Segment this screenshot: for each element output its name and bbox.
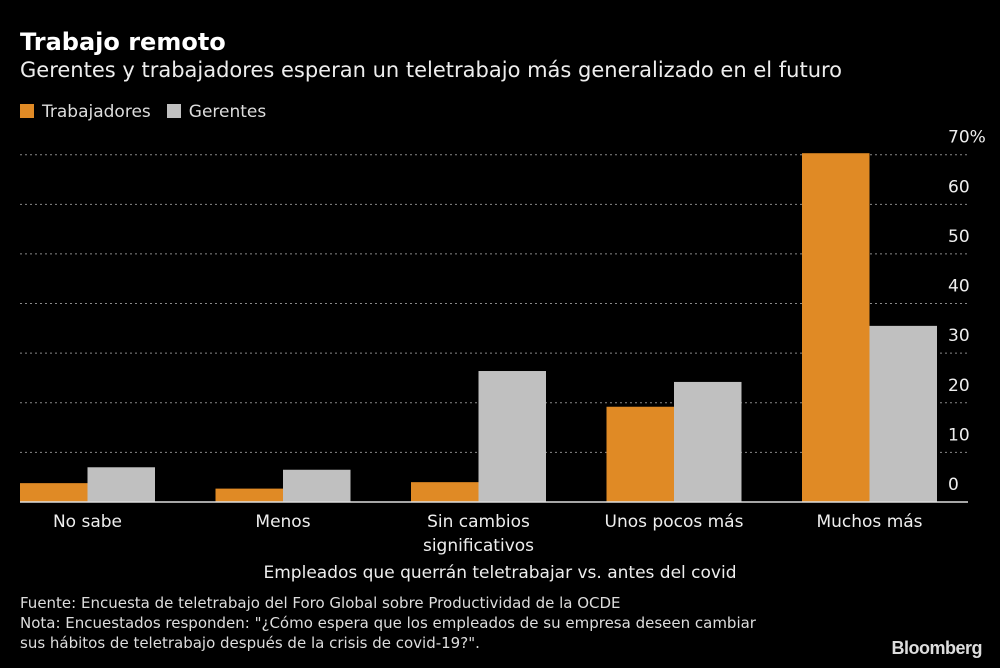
note-line-2: sus hábitos de teletrabajo después de la… <box>20 634 480 652</box>
bar-gerentes <box>478 371 546 502</box>
bar-trabajadores <box>215 488 283 502</box>
y-tick-label: 40 <box>948 277 970 297</box>
x-tick-label: significativos <box>423 536 534 556</box>
y-tick-label: 10 <box>948 425 970 445</box>
bloomberg-logo: Bloomberg <box>891 638 982 658</box>
x-tick-label: Unos pocos más <box>605 512 744 532</box>
chart-title: Trabajo remoto <box>20 28 226 56</box>
y-tick-label: 50 <box>948 227 970 247</box>
legend-swatch <box>166 104 181 118</box>
legend-item-trabajadores: Trabajadores <box>20 102 151 122</box>
y-tick-label: 0 <box>948 475 959 495</box>
footer: Fuente: Encuesta de teletrabajo del Foro… <box>20 593 756 653</box>
note-line-1: Nota: Encuestados responden: "¿Cómo espe… <box>20 614 756 632</box>
y-tick-label: 70% <box>948 128 986 148</box>
bar-gerentes <box>674 381 742 502</box>
y-tick-label: 30 <box>948 326 970 346</box>
bar-gerentes <box>869 325 937 502</box>
bar-trabajadores <box>411 482 479 502</box>
bar-trabajadores <box>802 153 870 502</box>
bar-trabajadores <box>606 406 674 502</box>
bar-trabajadores <box>20 483 88 502</box>
bar-gerentes <box>283 469 351 502</box>
x-tick-label: Menos <box>255 512 310 532</box>
chart-subtitle: Gerentes y trabajadores esperan un telet… <box>20 58 843 82</box>
y-tick-label: 20 <box>948 376 970 396</box>
x-axis-label: Empleados que querrán teletrabajar vs. a… <box>264 563 737 583</box>
y-tick-label: 60 <box>948 177 970 197</box>
source-note: Fuente: Encuesta de teletrabajo del Foro… <box>20 594 621 612</box>
x-tick-label: No sabe <box>53 512 122 532</box>
legend: Trabajadores Gerentes <box>20 102 266 122</box>
legend-swatch <box>20 104 34 118</box>
bar-gerentes <box>87 467 155 502</box>
legend-item-gerentes: Gerentes <box>166 102 266 122</box>
x-tick-label: Sin cambios <box>427 512 530 532</box>
x-tick-label: Muchos más <box>816 512 922 532</box>
